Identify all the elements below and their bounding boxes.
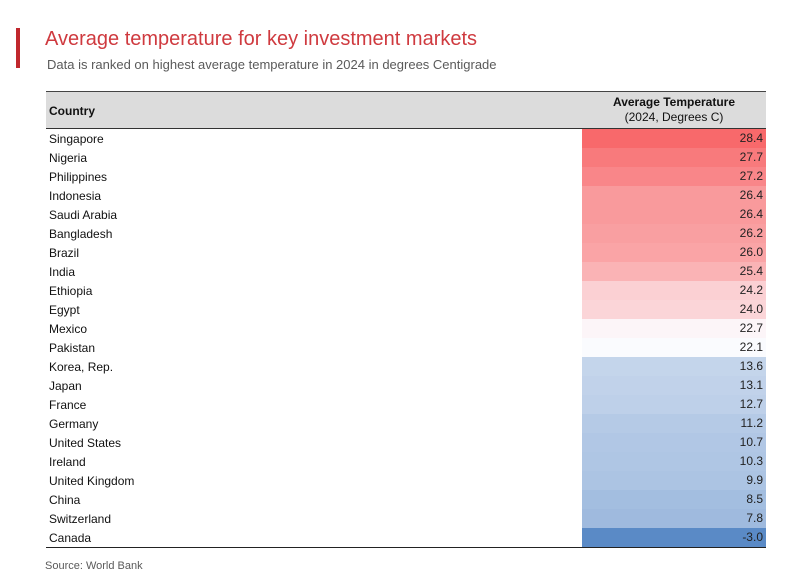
table-row: France 12.7 — [46, 395, 766, 414]
temperature-cell: 8.5 — [582, 490, 766, 509]
table-row: Canada -3.0 — [46, 528, 766, 547]
country-cell: Germany — [49, 417, 99, 431]
source-note: Source: World Bank — [45, 560, 143, 572]
table-row: Singapore 28.4 — [46, 129, 766, 148]
table-row: Ireland 10.3 — [46, 452, 766, 471]
country-cell: Korea, Rep. — [49, 360, 114, 374]
column-header-country: Country — [49, 104, 95, 118]
table-row: Saudi Arabia 26.4 — [46, 205, 766, 224]
country-cell: Egypt — [49, 303, 80, 317]
temperature-cell: 24.0 — [582, 300, 766, 319]
table-row: Egypt 24.0 — [46, 300, 766, 319]
table-row: Bangladesh 26.2 — [46, 224, 766, 243]
table-row: Korea, Rep. 13.6 — [46, 357, 766, 376]
country-cell: Ethiopia — [49, 284, 93, 298]
temperature-cell: 13.1 — [582, 376, 766, 395]
country-cell: Bangladesh — [49, 227, 113, 241]
temperature-cell: 7.8 — [582, 509, 766, 528]
temperature-cell: 26.4 — [582, 186, 766, 205]
table-row: Philippines 27.2 — [46, 167, 766, 186]
country-cell: Saudi Arabia — [49, 208, 118, 222]
temperature-cell: 22.7 — [582, 319, 766, 338]
country-cell: United States — [49, 436, 122, 450]
country-cell: Nigeria — [49, 151, 88, 165]
table-row: United Kingdom 9.9 — [46, 471, 766, 490]
temperature-cell: 28.4 — [582, 129, 766, 148]
temperature-cell: 26.0 — [582, 243, 766, 262]
temperature-cell: 27.2 — [582, 167, 766, 186]
table-row: Germany 11.2 — [46, 414, 766, 433]
table-row: Nigeria 27.7 — [46, 148, 766, 167]
country-cell: Mexico — [49, 322, 88, 336]
temperature-cell: 26.4 — [582, 205, 766, 224]
country-cell: Pakistan — [49, 341, 96, 355]
table-row: Switzerland 7.8 — [46, 509, 766, 528]
country-cell: India — [49, 265, 76, 279]
country-cell: Singapore — [49, 132, 104, 146]
table-row: Indonesia 26.4 — [46, 186, 766, 205]
table-row: Mexico 22.7 — [46, 319, 766, 338]
temperature-cell: 26.2 — [582, 224, 766, 243]
chart-subtitle: Data is ranked on highest average temper… — [47, 57, 497, 72]
country-cell: Philippines — [49, 170, 108, 184]
temperature-cell: 11.2 — [582, 414, 766, 433]
table-row: India 25.4 — [46, 262, 766, 281]
temperature-cell: 27.7 — [582, 148, 766, 167]
title-accent-bar — [16, 28, 20, 68]
temperature-cell: 13.6 — [582, 357, 766, 376]
country-cell: China — [49, 493, 81, 507]
table-row: Ethiopia 24.2 — [46, 281, 766, 300]
country-cell: Canada — [49, 531, 92, 545]
country-cell: Brazil — [49, 246, 80, 260]
table-row: Brazil 26.0 — [46, 243, 766, 262]
country-cell: Indonesia — [49, 189, 102, 203]
temperature-cell: 22.1 — [582, 338, 766, 357]
temperature-cell: 24.2 — [582, 281, 766, 300]
temperature-cell: 10.3 — [582, 452, 766, 471]
temperature-cell: 12.7 — [582, 395, 766, 414]
table-header: Country Average Temperature (2024, Degre… — [46, 92, 766, 129]
table-row: United States 10.7 — [46, 433, 766, 452]
column-header-temperature-label: Average Temperature — [612, 95, 736, 109]
temperature-cell: -3.0 — [582, 528, 766, 547]
table-row: Pakistan 22.1 — [46, 338, 766, 357]
temperature-cell: 25.4 — [582, 262, 766, 281]
column-header-temperature-unit: (2024, Degrees C) — [624, 110, 724, 124]
temperature-cell: 10.7 — [582, 433, 766, 452]
country-cell: Japan — [49, 379, 82, 393]
country-cell: France — [49, 398, 87, 412]
table-row: China 8.5 — [46, 490, 766, 509]
country-cell: United Kingdom — [49, 474, 135, 488]
column-header-temperature: Average Temperature (2024, Degrees C) — [582, 95, 766, 125]
country-cell: Ireland — [49, 455, 86, 469]
temperature-cell: 9.9 — [582, 471, 766, 490]
chart-title: Average temperature for key investment m… — [45, 28, 478, 50]
table-body: Singapore 28.4 Nigeria 27.7 Philippines 27.2 I… — [46, 129, 766, 547]
table-row: Japan 13.1 — [46, 376, 766, 395]
temperature-table: Country Average Temperature (2024, Degre… — [46, 91, 766, 548]
country-cell: Switzerland — [49, 512, 112, 526]
